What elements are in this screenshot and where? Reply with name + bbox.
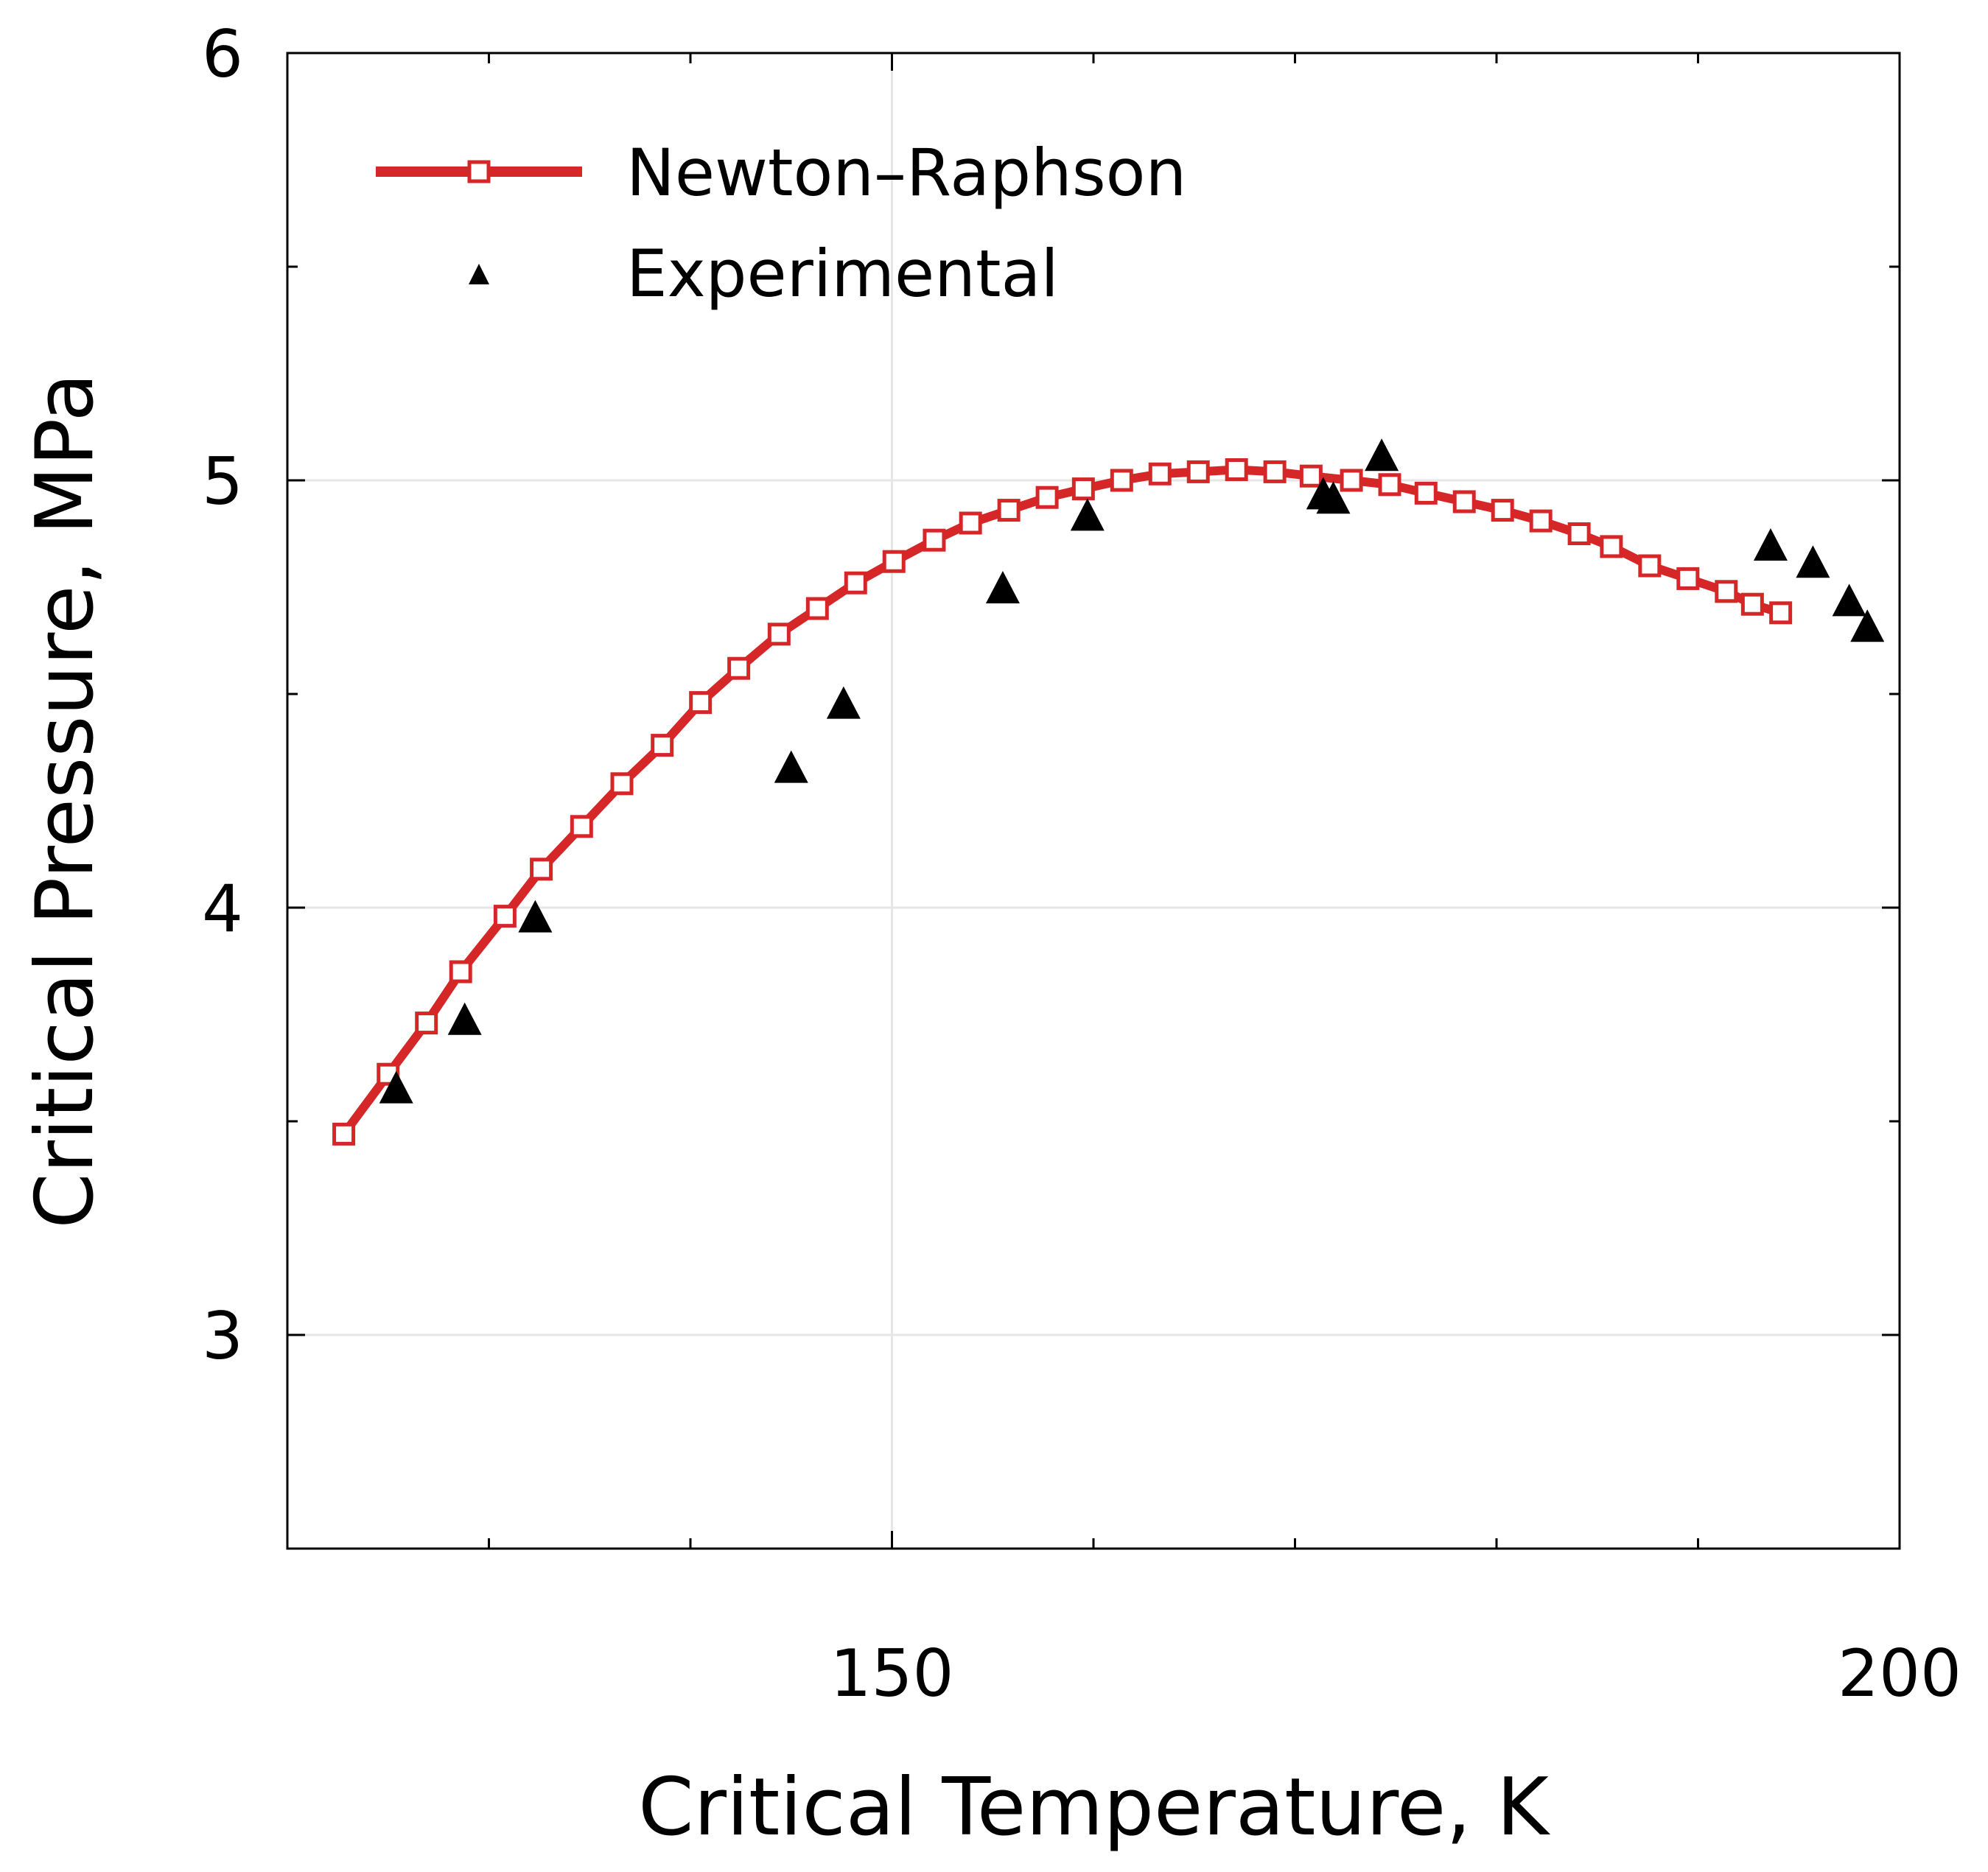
- experimental-point: [1753, 528, 1788, 561]
- grid-layer: [287, 53, 1900, 1549]
- newton-raphson-point: [1035, 485, 1059, 509]
- newton-raphson-point: [959, 511, 982, 535]
- experimental-point: [1365, 438, 1399, 471]
- newton-raphson-point: [689, 691, 713, 715]
- newton-raphson-point: [767, 623, 791, 646]
- newton-raphson-point: [493, 905, 517, 928]
- y-tick-label: 5: [202, 444, 243, 519]
- newton-raphson-point: [1676, 567, 1700, 590]
- newton-raphson-point: [449, 960, 472, 984]
- newton-raphson-point: [1769, 601, 1793, 625]
- y-tick-label: 4: [202, 871, 243, 947]
- experimental-point: [379, 1070, 413, 1104]
- newton-raphson-line: [339, 465, 1785, 1139]
- x-axis-title: Critical Temperature, K: [638, 1761, 1551, 1854]
- newton-raphson-point: [1491, 499, 1514, 522]
- newton-raphson-point: [1715, 580, 1738, 603]
- newton-raphson-point: [997, 499, 1021, 522]
- legend-label-newton-raphson: Newton–Raphson: [626, 135, 1186, 211]
- newton-raphson-point: [1600, 535, 1623, 558]
- experimental-point: [1850, 609, 1885, 642]
- experimental-point: [1796, 545, 1830, 578]
- newton-raphson-point: [415, 1012, 438, 1035]
- newton-raphson-point: [727, 656, 751, 680]
- newton-raphson-point: [1186, 460, 1210, 483]
- tick-layer: 150 200 3 4 5 6: [202, 16, 1961, 1711]
- y-axis-title: Critical Pressure, MPa: [19, 373, 111, 1229]
- experimental-point: [447, 1002, 482, 1035]
- newton-raphson-point: [844, 571, 867, 595]
- newton-raphson-point: [882, 550, 906, 573]
- experimental-point: [774, 750, 808, 783]
- newton-raphson-point: [1263, 460, 1287, 483]
- newton-raphson-point: [1148, 462, 1172, 485]
- series-layer: [332, 438, 1885, 1146]
- experimental-point: [1316, 481, 1351, 514]
- legend-swatch-square-marker: [467, 160, 491, 183]
- newton-raphson-point: [530, 858, 553, 881]
- y-tick-label: 3: [202, 1298, 243, 1374]
- newton-raphson-point: [1378, 473, 1401, 497]
- newton-raphson-point: [651, 734, 674, 757]
- legend-swatch-triangle-marker: [469, 264, 489, 284]
- newton-raphson-point: [1638, 554, 1662, 578]
- newton-raphson-point: [1340, 469, 1363, 492]
- newton-raphson-point: [570, 815, 593, 838]
- experimental-point: [826, 686, 861, 719]
- newton-raphson-point: [1529, 509, 1553, 533]
- newton-raphson-point: [1567, 522, 1591, 545]
- experimental-point: [1070, 498, 1105, 531]
- newton-raphson-point: [1071, 477, 1095, 501]
- newton-raphson-point: [332, 1122, 356, 1146]
- experimental-point: [985, 571, 1020, 603]
- newton-raphson-point: [1110, 469, 1133, 492]
- newton-raphson-point: [1225, 458, 1248, 481]
- x-tick-label: 200: [1838, 1636, 1961, 1711]
- newton-raphson-point: [610, 772, 634, 796]
- experimental-point: [518, 900, 553, 933]
- newton-raphson-point: [923, 528, 946, 552]
- x-tick-label: 150: [830, 1636, 954, 1711]
- newton-raphson-point: [805, 597, 829, 620]
- y-tick-label: 6: [202, 16, 243, 92]
- legend-label-experimental: Experimental: [626, 236, 1059, 312]
- newton-raphson-point: [1452, 490, 1476, 513]
- newton-raphson-point: [1299, 464, 1323, 488]
- newton-raphson-point: [1740, 592, 1764, 616]
- experimental-point: [1832, 583, 1866, 617]
- legend: Newton–Raphson Experimental: [376, 135, 1186, 312]
- newton-raphson-point: [1414, 481, 1438, 505]
- plot-frame: [286, 52, 1901, 1550]
